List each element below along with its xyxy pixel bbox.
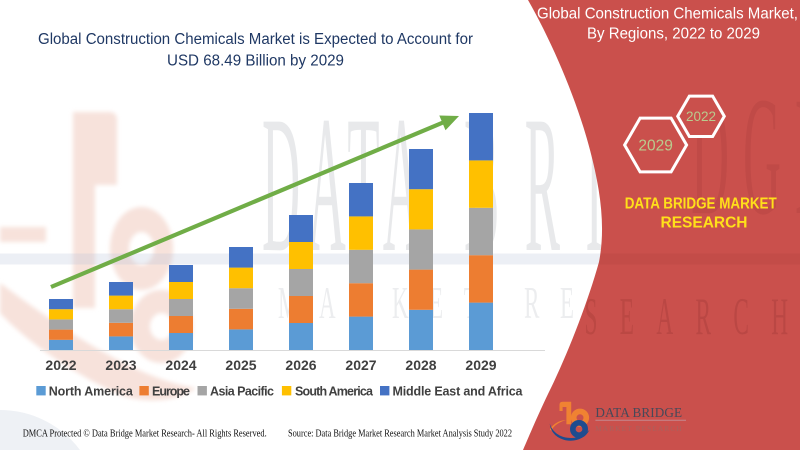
svg-text:Source: Data Bridge Market Res: Source: Data Bridge Market Research Mark…: [288, 428, 512, 440]
svg-text:2029: 2029: [638, 138, 672, 155]
svg-text:DATA BRIDGE: DATA BRIDGE: [595, 405, 682, 420]
svg-text:2023: 2023: [105, 357, 136, 373]
svg-text:G: G: [743, 63, 781, 251]
svg-text:E: E: [795, 63, 800, 251]
svg-text:2025: 2025: [225, 357, 256, 373]
svg-text:2026: 2026: [285, 357, 316, 373]
svg-text:Global Construction Chemicals: Global Construction Chemicals Market is …: [38, 31, 473, 48]
svg-text:MARKET RESEARCH: MARKET RESEARCH: [595, 425, 681, 433]
svg-text:Asia Pacific: Asia Pacific: [210, 385, 274, 399]
svg-text:Global Construction Chemicals: Global Construction Chemicals Market,: [537, 6, 798, 23]
svg-text:2022: 2022: [686, 109, 716, 124]
svg-text:2027: 2027: [345, 357, 376, 373]
svg-text:RESEARCH: RESEARCH: [661, 215, 748, 232]
svg-text:By Regions, 2022 to 2029: By Regions, 2022 to 2029: [587, 26, 760, 43]
svg-text:2024: 2024: [165, 357, 196, 373]
svg-text:2028: 2028: [405, 357, 436, 373]
svg-text:USD 68.49 Billion by 2029: USD 68.49 Billion by 2029: [167, 53, 344, 70]
svg-text:South America: South America: [295, 385, 374, 399]
svg-text:DMCA Protected © Data Bridge M: DMCA Protected © Data Bridge Market Rese…: [23, 428, 267, 440]
svg-text:2022: 2022: [45, 357, 76, 373]
svg-text:Europe: Europe: [152, 385, 190, 399]
svg-text:D: D: [691, 63, 729, 251]
svg-text:North America: North America: [49, 385, 134, 399]
svg-text:Middle East and Africa: Middle East and Africa: [393, 385, 524, 399]
svg-text:DATA BRIDGE MARKET: DATA BRIDGE MARKET: [625, 196, 777, 213]
svg-text:2029: 2029: [465, 357, 496, 373]
